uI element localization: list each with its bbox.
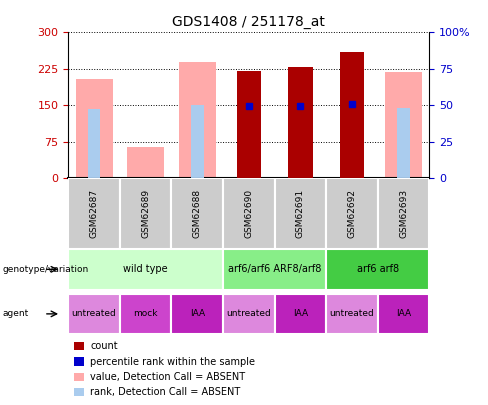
Bar (223, 249, 326, 290)
Bar (275, 178, 326, 249)
Text: agent: agent (2, 309, 29, 318)
Bar (88, 109, 101, 178)
Text: GSM62691: GSM62691 (296, 189, 305, 238)
Bar (326, 294, 378, 334)
Text: IAA: IAA (190, 309, 205, 318)
Bar (340, 52, 364, 178)
Text: untreated: untreated (226, 309, 271, 318)
Text: untreated: untreated (72, 309, 117, 318)
Text: untreated: untreated (330, 309, 374, 318)
Bar (378, 178, 429, 249)
Text: count: count (90, 341, 118, 351)
Text: IAA: IAA (293, 309, 308, 318)
Bar (237, 71, 261, 178)
Bar (275, 294, 326, 334)
Bar (75, 388, 84, 396)
Text: arf6 arf8: arf6 arf8 (357, 264, 399, 274)
Bar (326, 178, 378, 249)
Bar (223, 178, 275, 249)
Title: GDS1408 / 251178_at: GDS1408 / 251178_at (172, 15, 325, 29)
Bar (75, 373, 84, 381)
Text: GSM62690: GSM62690 (244, 189, 253, 238)
Bar (171, 178, 223, 249)
Text: mock: mock (133, 309, 158, 318)
Bar (397, 108, 410, 178)
Text: rank, Detection Call = ABSENT: rank, Detection Call = ABSENT (90, 388, 241, 397)
Bar (68, 249, 223, 290)
Bar (171, 294, 223, 334)
Text: arf6/arf6 ARF8/arf8: arf6/arf6 ARF8/arf8 (228, 264, 322, 274)
Text: wild type: wild type (123, 264, 168, 274)
Text: GSM62687: GSM62687 (90, 189, 99, 238)
Text: GSM62692: GSM62692 (347, 189, 357, 238)
Bar (223, 294, 275, 334)
Text: GSM62689: GSM62689 (141, 189, 150, 238)
Bar (68, 294, 120, 334)
Text: value, Detection Call = ABSENT: value, Detection Call = ABSENT (90, 372, 245, 382)
Bar (385, 72, 422, 178)
Bar (288, 67, 312, 178)
Bar (68, 178, 120, 249)
Bar (326, 249, 429, 290)
Bar (76, 79, 113, 178)
Text: percentile rank within the sample: percentile rank within the sample (90, 357, 255, 367)
Bar (127, 147, 164, 178)
Bar (378, 294, 429, 334)
Text: GSM62688: GSM62688 (193, 189, 202, 238)
Text: IAA: IAA (396, 309, 411, 318)
Bar (75, 357, 84, 365)
Bar (120, 178, 171, 249)
Bar (120, 294, 171, 334)
Bar (75, 342, 84, 350)
Bar (179, 62, 216, 178)
Text: GSM62693: GSM62693 (399, 189, 408, 238)
Text: genotype/variation: genotype/variation (2, 265, 89, 274)
Bar (191, 105, 203, 178)
